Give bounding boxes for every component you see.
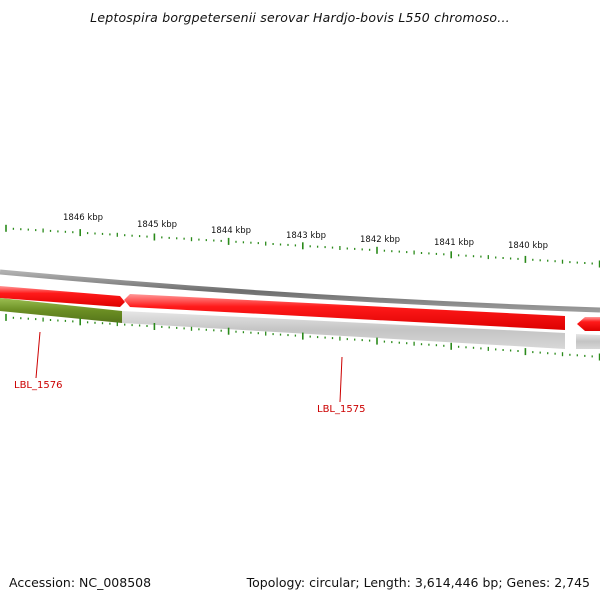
scale-label-1840: 1840 kbp <box>508 241 548 251</box>
scale-label-1843: 1843 kbp <box>286 231 326 241</box>
summary-text: Topology: circular; Length: 3,614,446 bp… <box>246 575 590 590</box>
gene-arc-reverse-grey-2 <box>576 334 600 349</box>
gene-arc-forward-lbl-1575[interactable] <box>124 294 565 330</box>
gene-arc-forward-1 <box>0 286 125 307</box>
gene-arc-reverse-lbl-1576[interactable] <box>0 298 122 323</box>
gene-label-lbl-1575[interactable]: LBL_1575 <box>317 404 365 415</box>
scale-label-1844: 1844 kbp <box>211 226 251 236</box>
map-title: Leptospira borgpetersenii serovar Hardjo… <box>90 10 510 25</box>
scale-label-1845: 1845 kbp <box>137 220 177 230</box>
leader-line-lbl-1575 <box>339 356 343 403</box>
gene-arc-reverse-grey <box>122 311 565 349</box>
accession-text: Accession: NC_008508 <box>9 575 152 590</box>
leader-line-lbl-1576 <box>35 331 41 379</box>
backbone-line <box>0 269 600 313</box>
scale-label-1846: 1846 kbp <box>63 213 103 223</box>
gene-arc-forward-3 <box>577 317 600 331</box>
scale-label-1842: 1842 kbp <box>360 235 400 245</box>
scale-ticks-inner <box>5 313 600 361</box>
gene-label-lbl-1576[interactable]: LBL_1576 <box>14 380 62 391</box>
scale-label-1841: 1841 kbp <box>434 238 474 248</box>
